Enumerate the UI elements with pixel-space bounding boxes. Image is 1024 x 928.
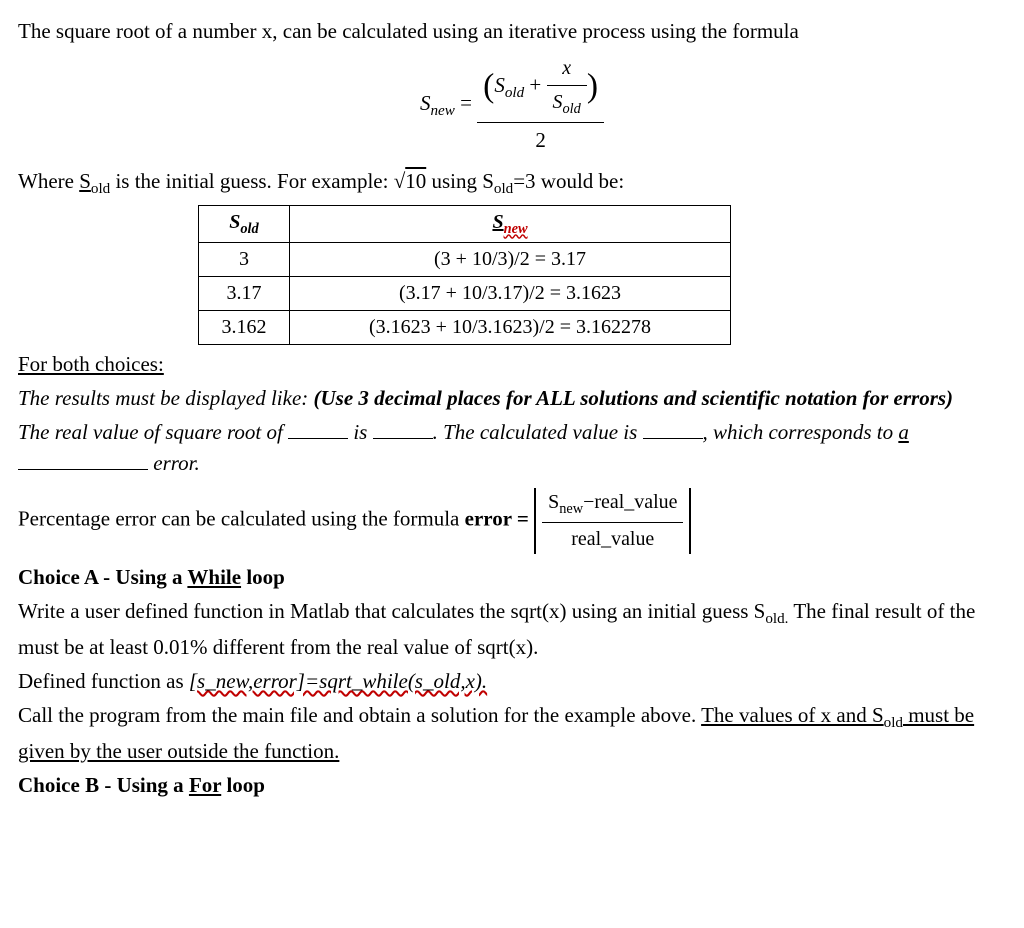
- iteration-table: Sold Snew 3(3 + 10/3)/2 = 3.17 3.17(3.17…: [198, 205, 731, 345]
- choice-a-heading: Choice A - Using a While loop: [18, 562, 1006, 592]
- choice-b-heading: Choice B - Using a For loop: [18, 770, 1006, 800]
- error-formula-line: Percentage error can be calculated using…: [18, 488, 1006, 554]
- both-heading: For both choices:: [18, 349, 1006, 379]
- choice-a-call: Call the program from the main file and …: [18, 700, 1006, 766]
- output-sentence: The real value of square root of is . Th…: [18, 417, 1006, 478]
- iteration-formula: Snew = (Sold + xSold) 2: [18, 54, 1006, 155]
- where-line: Where Sold is the initial guess. For exa…: [18, 166, 1006, 201]
- results-format: The results must be displayed like: (Use…: [18, 383, 1006, 413]
- intro-text: The square root of a number x, can be ca…: [18, 16, 1006, 46]
- table-row: 3.17(3.17 + 10/3.17)/2 = 3.1623: [199, 276, 731, 310]
- choice-a-def: Defined function as [s_new,error]=sqrt_w…: [18, 666, 1006, 696]
- table-row: 3(3 + 10/3)/2 = 3.17: [199, 242, 731, 276]
- choice-a-p1: Write a user defined function in Matlab …: [18, 596, 1006, 662]
- table-row: 3.162(3.1623 + 10/3.1623)/2 = 3.162278: [199, 310, 731, 344]
- th-sold: Sold: [199, 205, 290, 242]
- th-snew: Snew: [290, 205, 731, 242]
